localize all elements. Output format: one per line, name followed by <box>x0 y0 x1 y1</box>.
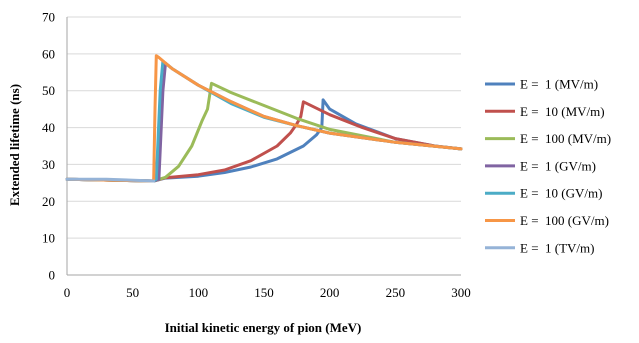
axes <box>66 17 461 276</box>
y-tick-label-5: 50 <box>42 83 55 98</box>
series-line-2 <box>65 81 463 183</box>
x-tick-label-4: 200 <box>320 285 340 300</box>
x-tick-label-1: 50 <box>126 285 139 300</box>
y-tick-label-2: 20 <box>42 194 55 209</box>
x-tick-label-2: 100 <box>189 285 209 300</box>
series-lines <box>65 54 463 183</box>
series-line-5 <box>65 54 463 183</box>
x-tick-label-6: 300 <box>451 285 471 300</box>
y-tick-label-0: 0 <box>49 268 56 283</box>
legend-label-1: E = 10 (MV/m) <box>520 104 605 119</box>
legend-label-3: E = 1 (GV/m) <box>520 158 596 173</box>
legend-label-4: E = 10 (GV/m) <box>520 186 602 201</box>
y-axis-title: Extended lifetime (ns) <box>7 84 22 206</box>
x-tick-label-0: 0 <box>64 285 71 300</box>
x-tick-label-3: 150 <box>254 285 274 300</box>
gridlines <box>67 16 461 239</box>
y-tick-label-1: 10 <box>42 231 55 246</box>
y-tick-label-6: 60 <box>42 46 55 61</box>
x-axis-title: Initial kinetic energy of pion (MeV) <box>165 320 362 335</box>
series-line-1 <box>65 100 463 183</box>
legend-label-0: E = 1 (MV/m) <box>520 77 598 92</box>
y-tick-labels: 0 10 20 30 40 50 60 70 <box>42 10 55 283</box>
y-tick-label-7: 70 <box>42 10 55 25</box>
legend: E = 1 (MV/m) E = 10 (MV/m) E = 100 (MV/m) E… <box>485 77 611 255</box>
y-tick-label-4: 40 <box>42 120 55 135</box>
legend-label-2: E = 100 (MV/m) <box>520 131 611 146</box>
legend-label-5: E = 100 (GV/m) <box>520 213 609 228</box>
x-tick-labels: 0 50 100 150 200 250 300 <box>64 285 471 300</box>
legend-label-6: E = 1 (TV/m) <box>520 240 594 255</box>
x-tick-label-5: 250 <box>386 285 406 300</box>
y-tick-label-3: 30 <box>42 157 55 172</box>
series-line-6 <box>65 177 156 183</box>
